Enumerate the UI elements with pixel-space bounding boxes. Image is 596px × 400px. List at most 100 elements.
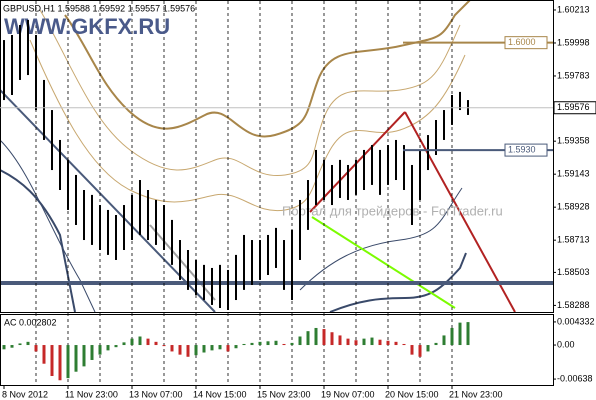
band — [299, 187, 463, 291]
trend-line — [311, 216, 456, 309]
band-upper — [64, 0, 471, 138]
x-tick-label: 15 Nov 23:00 — [257, 389, 311, 399]
indicator-bar — [18, 343, 22, 346]
last-price-box — [553, 101, 596, 115]
indicator-bar — [394, 341, 398, 346]
x-tick-label: 13 Nov 07:00 — [129, 389, 183, 399]
indicator-bar — [82, 345, 86, 367]
watermark: WWW.GKFX.RU — [4, 14, 170, 39]
indicator-bar — [194, 345, 198, 356]
indicator-bar — [130, 338, 134, 346]
indicator-bar — [290, 342, 294, 346]
indicator-bar — [410, 345, 414, 355]
trend-line — [404, 111, 516, 313]
y-tick-label: 1.60213 — [557, 4, 590, 14]
indicator-bar — [258, 341, 262, 346]
indicator-bar — [234, 345, 238, 349]
y-tick-label: -0.00638 — [557, 373, 593, 383]
indicator-bar — [426, 345, 430, 352]
y-tick-label: 1.59998 — [557, 37, 590, 47]
indicator-bar — [354, 340, 358, 346]
indicator-bar — [186, 345, 190, 357]
x-tick-label: 8 Nov 2012 — [2, 389, 48, 399]
indicator-bar — [346, 338, 350, 346]
indicator-bar — [178, 345, 182, 355]
y-tick-label: 1.58503 — [557, 267, 590, 277]
indicator-bar — [362, 338, 366, 346]
indicator-bar — [466, 322, 470, 346]
indicator-bar — [418, 345, 422, 357]
x-tick-label: 14 Nov 15:00 — [193, 389, 247, 399]
indicator-bar — [306, 331, 310, 346]
band-lower — [0, 169, 76, 313]
indicator-bar — [106, 345, 110, 351]
indicator-bar — [274, 340, 278, 346]
y-tick-label: 1.58288 — [557, 300, 590, 310]
indicator-bar — [170, 345, 174, 352]
indicator-bar — [370, 337, 374, 346]
indicator-bar — [266, 341, 270, 346]
indicator-bar — [90, 345, 94, 360]
indicator-bar — [10, 345, 14, 348]
indicator-bar — [322, 329, 326, 346]
indicator-bar — [314, 327, 318, 346]
y-tick-label: 1.58713 — [557, 235, 590, 245]
y-tick-label: 0.00 — [557, 339, 575, 349]
indicator-bar — [298, 336, 302, 346]
indicator-bar — [58, 345, 62, 381]
indicator-bar — [378, 339, 382, 346]
indicator-bar — [34, 345, 38, 352]
indicator-bar — [210, 345, 214, 351]
level-label: 1.5930 — [508, 144, 536, 154]
indicator-bar — [162, 345, 166, 347]
x-tick-label: 20 Nov 15:00 — [385, 389, 439, 399]
indicator-bar — [26, 341, 30, 346]
indicator-bar — [386, 340, 390, 346]
indicator-bar — [338, 335, 342, 346]
level-label-box — [504, 36, 548, 50]
watermark: Портал для трейдеров - ForTrader.ru — [282, 203, 503, 218]
indicator-bar — [442, 335, 446, 346]
x-tick-label: 21 Nov 23:00 — [449, 389, 503, 399]
indicator-bar — [114, 345, 118, 348]
indicator-bar — [282, 343, 286, 346]
indicator-bar — [42, 345, 46, 364]
indicator-bar — [50, 345, 54, 376]
y-tick-label: 1.58928 — [557, 202, 590, 212]
indicator-frame — [0, 314, 554, 386]
x-tick-label: 19 Nov 07:00 — [321, 389, 375, 399]
band — [29, 39, 466, 212]
last-price-label: 1.59576 — [557, 102, 590, 112]
indicator-bar — [154, 341, 158, 346]
indicator-bar — [226, 345, 230, 352]
indicator-bar — [66, 345, 70, 379]
indicator-bar — [330, 332, 334, 346]
y-tick-label: 1.59358 — [557, 136, 590, 146]
chart-title: GBPUSD,H1 1.59588 1.59592 1.59557 1.5957… — [3, 3, 195, 13]
band — [0, 139, 96, 313]
band — [39, 9, 461, 177]
x-tick-label: 11 Nov 23:00 — [65, 389, 118, 399]
indicator-bar — [450, 327, 454, 346]
y-tick-label: 0.004332 — [557, 316, 595, 326]
level-label: 1.6000 — [508, 37, 536, 47]
indicator-bar — [2, 345, 6, 350]
level-label-box — [504, 143, 548, 157]
indicator-bar — [202, 345, 206, 353]
indicator-bar — [402, 343, 406, 346]
y-tick-label: 1.59143 — [557, 169, 590, 179]
indicator-bar — [458, 322, 462, 346]
indicator-bar — [98, 345, 102, 355]
indicator-bar — [218, 345, 222, 350]
indicator-bar — [138, 336, 142, 346]
indicator-bar — [74, 345, 78, 372]
trend-line — [309, 111, 406, 213]
indicator-title: AC 0.002802 — [4, 317, 57, 327]
y-tick-label: 1.59783 — [557, 70, 590, 80]
indicator-bar — [146, 338, 150, 346]
indicator-bar — [122, 342, 126, 346]
indicator-bar — [242, 343, 246, 346]
indicator-bar — [434, 342, 438, 346]
